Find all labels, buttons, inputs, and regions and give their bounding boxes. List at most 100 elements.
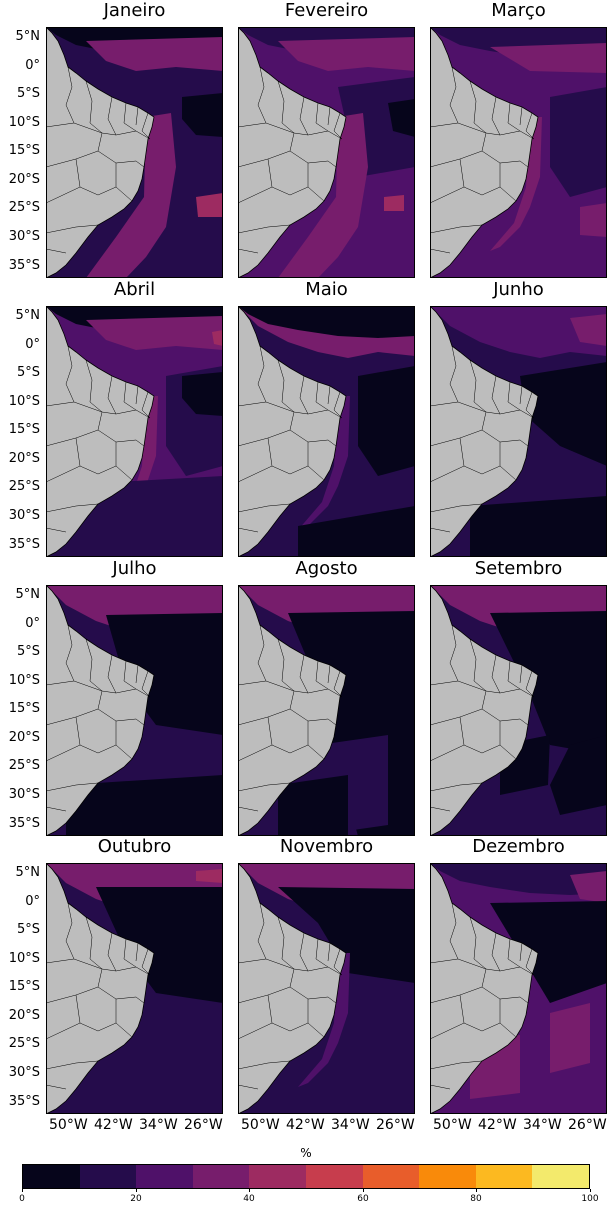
state-border: [315, 381, 329, 411]
state-border: [277, 638, 295, 692]
colorbar-segment: [249, 1165, 306, 1188]
colorbar-tick-mark: [249, 1189, 250, 1192]
state-border: [141, 670, 151, 698]
ocean-contour-region: [490, 43, 607, 73]
state-border: [430, 429, 529, 447]
ocean-contour-region: [550, 1003, 590, 1073]
ocean-contour-region: [430, 306, 607, 358]
longitude-tick-label: 42°W: [94, 1117, 133, 1133]
state-border: [46, 186, 81, 204]
ocean-contour-region: [570, 871, 607, 903]
state-border: [430, 527, 451, 533]
state-border: [289, 411, 295, 431]
state-border: [333, 391, 343, 419]
colorbar-tick-label: 0: [19, 1194, 25, 1204]
panel-title: Maio: [305, 279, 348, 300]
month-map-panel: Março: [430, 0, 607, 278]
state-border: [327, 385, 331, 405]
latitude-tick-label: 15°S: [8, 979, 40, 994]
state-border: [299, 375, 309, 415]
ocean-contour-region: [196, 869, 223, 883]
state-border: [238, 782, 291, 792]
state-border: [459, 716, 517, 760]
longitude-tick-label: 26°W: [568, 1117, 607, 1133]
latitude-tick-label: 0°: [25, 616, 40, 631]
state-border: [315, 938, 329, 968]
state-border: [507, 660, 521, 690]
choropleth-map: [46, 863, 223, 1114]
state-border: [123, 381, 137, 411]
latitude-tick-label: 5°S: [16, 365, 40, 380]
state-border: [238, 527, 259, 533]
state-border: [123, 660, 137, 690]
state-border: [107, 96, 117, 136]
latitude-tick-label: 15°S: [8, 701, 40, 716]
month-map-panel: Dezembro: [430, 836, 607, 1114]
ocean-contour-region: [238, 306, 415, 338]
latitude-tick-label: 30°S: [8, 508, 40, 523]
latitude-tick-label: 5°N: [15, 308, 41, 323]
ocean-contour-region: [358, 366, 415, 476]
month-map-panel: Maio: [238, 279, 415, 557]
state-border: [238, 429, 337, 447]
ocean-contour-region: [86, 316, 223, 350]
colorbar-segment: [362, 1165, 420, 1188]
state-border: [430, 958, 535, 976]
state-border: [123, 938, 137, 968]
ocean-contour-region: [182, 93, 223, 137]
choropleth-map: [430, 863, 607, 1114]
state-border: [238, 465, 273, 483]
state-border: [75, 716, 133, 760]
longitude-tick-label: 42°W: [478, 1117, 517, 1133]
state-border: [430, 1084, 451, 1090]
state-border: [469, 638, 487, 692]
state-border: [519, 385, 523, 405]
state-border: [97, 411, 103, 431]
state-border: [507, 938, 521, 968]
month-map-panel: Setembro: [430, 558, 607, 836]
month-map-panel: Julho: [46, 558, 223, 836]
latitude-tick-label: 30°S: [8, 787, 40, 802]
colorbar: [22, 1164, 590, 1189]
choropleth-map: [238, 863, 415, 1114]
state-border: [238, 224, 291, 234]
latitude-tick-label: 20°S: [8, 1008, 40, 1023]
latitude-tick-label: 30°S: [8, 229, 40, 244]
ocean-contour-region: [278, 113, 368, 278]
longitude-tick-label: 26°W: [376, 1117, 415, 1133]
colorbar-segment: [23, 1165, 80, 1188]
state-border: [315, 102, 329, 132]
latitude-tick-label: 10°S: [8, 673, 40, 688]
state-border: [65, 345, 75, 403]
state-border: [238, 122, 343, 140]
colorbar-tick-mark: [22, 1189, 23, 1192]
ocean-contour-region: [66, 775, 223, 836]
choropleth-map: [430, 306, 607, 557]
state-border: [333, 670, 343, 698]
ocean-contour-region: [106, 613, 223, 735]
panel-title: Junho: [493, 279, 544, 300]
state-border: [519, 942, 523, 962]
state-border: [481, 411, 487, 431]
longitude-tick-label: 34°W: [139, 1117, 178, 1133]
state-border: [135, 385, 139, 405]
longitude-tick-label: 34°W: [523, 1117, 562, 1133]
ocean-contour-region: [470, 496, 607, 557]
state-border: [46, 1084, 67, 1090]
state-border: [46, 1022, 81, 1040]
state-border: [481, 132, 487, 152]
state-border: [449, 66, 459, 124]
colorbar-segment: [475, 1165, 533, 1188]
state-border: [75, 158, 133, 202]
state-border: [333, 112, 343, 140]
state-border: [46, 782, 99, 792]
state-border: [327, 664, 331, 684]
state-border: [238, 806, 259, 812]
state-border: [267, 437, 325, 481]
state-border: [85, 638, 103, 692]
state-border: [507, 102, 521, 132]
latitude-tick-label: 5°N: [15, 865, 41, 880]
latitude-tick-label: 5°N: [15, 29, 41, 44]
state-border: [267, 994, 325, 1038]
latitude-tick-label: 35°S: [8, 258, 40, 273]
